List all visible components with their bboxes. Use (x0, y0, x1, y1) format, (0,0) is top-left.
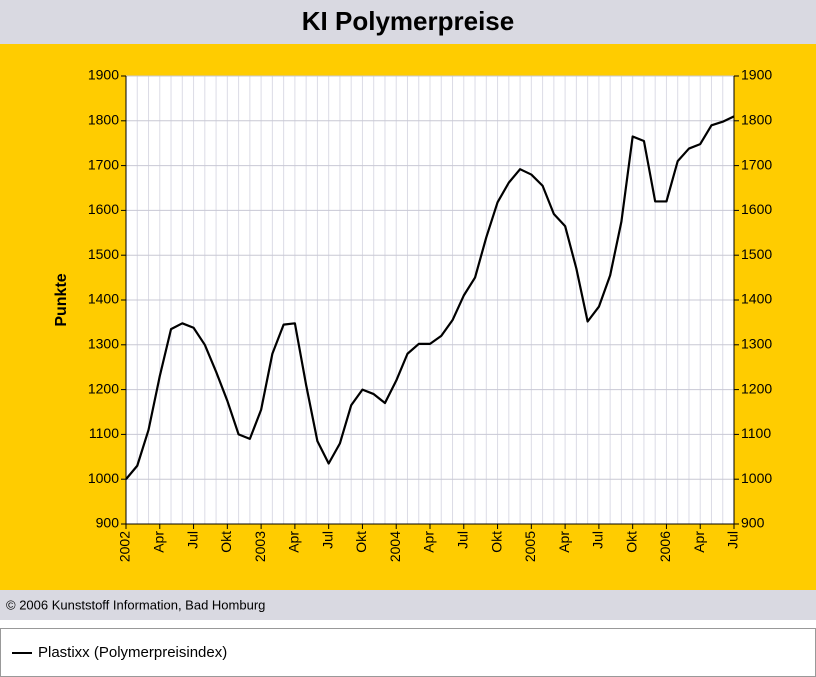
x-tick-label: Apr (691, 531, 707, 553)
y-tick-label: 1600 (88, 201, 119, 217)
x-tick-label: Okt (218, 531, 234, 553)
x-tick-label: Apr (150, 531, 166, 553)
legend-label: Plastixx (Polymerpreisindex) (38, 644, 227, 661)
x-tick-label: Apr (421, 531, 437, 553)
x-tick-label: Jul (454, 531, 470, 549)
title-bar (0, 0, 816, 44)
y2-tick-label: 1000 (741, 470, 772, 486)
footer-text: © 2006 Kunststoff Information, Bad Hombu… (6, 597, 265, 612)
y-axis-label: Punkte (53, 273, 70, 326)
y-tick-label: 900 (96, 515, 120, 531)
y2-tick-label: 1400 (741, 291, 772, 307)
x-tick-label: Okt (623, 531, 639, 553)
y-tick-label: 1700 (88, 156, 119, 172)
x-tick-label: 2005 (522, 531, 538, 562)
footer-bar (0, 590, 816, 620)
x-tick-label: Okt (488, 531, 504, 553)
x-tick-label: Jul (590, 531, 606, 549)
y-tick-label: 1100 (89, 425, 119, 441)
x-tick-label: 2004 (387, 531, 403, 562)
x-tick-label: Apr (286, 531, 302, 553)
x-tick-label: Apr (556, 531, 572, 553)
y2-tick-label: 1800 (741, 112, 772, 128)
y-tick-label: 1000 (88, 470, 119, 486)
y-tick-label: 1500 (88, 246, 119, 262)
line (125, 115, 735, 480)
x-tick-label: Jul (319, 531, 335, 549)
y-tick-label: 1800 (88, 112, 119, 128)
y-tick-label: 1900 (88, 67, 119, 83)
y2-tick-label: 1900 (741, 67, 772, 83)
x-tick-label: Okt (353, 531, 369, 553)
chart-title: KI Polymerpreise (302, 6, 514, 36)
y-tick-label: 1200 (88, 380, 119, 396)
y-tick-label: 1300 (88, 336, 119, 352)
y-tick-label: 1400 (88, 291, 119, 307)
y2-tick-label: 1600 (741, 201, 772, 217)
x-tick-label: Jul (725, 531, 741, 549)
y2-tick-label: 1500 (741, 246, 772, 262)
y2-tick-label: 1100 (741, 425, 771, 441)
x-tick-label: Jul (184, 531, 200, 549)
y2-tick-label: 1200 (741, 380, 772, 396)
x-tick-label: 2002 (117, 531, 133, 562)
y2-tick-label: 900 (741, 515, 765, 531)
y2-tick-label: 1700 (741, 156, 772, 172)
y2-tick-label: 1300 (741, 336, 772, 352)
x-tick-label: 2006 (657, 531, 673, 562)
x-tick-label: 2003 (252, 531, 268, 562)
